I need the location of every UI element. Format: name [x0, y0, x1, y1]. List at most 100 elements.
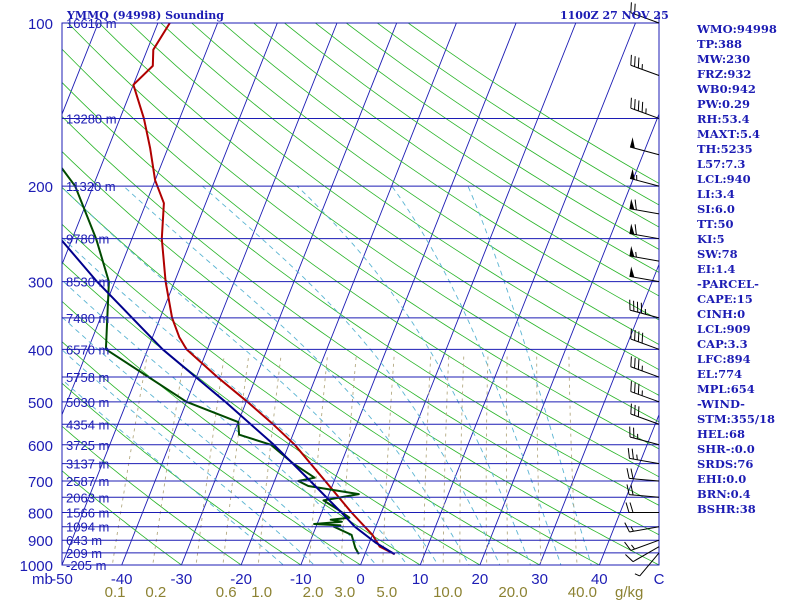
- mixing-ratio-line: [536, 355, 542, 565]
- wind-barb-shaft: [629, 436, 660, 446]
- wind-barb-half: [631, 544, 635, 550]
- wind-barb-full: [626, 468, 630, 479]
- wind-barb-shaft: [629, 457, 660, 465]
- index-item: CAPE:15: [697, 292, 753, 306]
- index-item: KI:5: [697, 232, 725, 246]
- wind-barb-full: [634, 56, 636, 67]
- wind-barb-shaft: [629, 177, 660, 187]
- wind-barb: [629, 198, 660, 215]
- wind-barb-full: [630, 403, 632, 415]
- height-level-label: 3137 m: [66, 457, 109, 472]
- isotherm-line: [180, 23, 398, 565]
- wind-barb-full: [634, 224, 637, 235]
- wind-barb: [629, 266, 660, 283]
- moist-adiabat-line: [202, 185, 501, 565]
- wind-barb-full: [627, 447, 630, 459]
- wind-barb-shaft: [629, 494, 660, 498]
- mixing-ratio-line: [485, 355, 489, 565]
- height-level-label: 4354 m: [66, 417, 109, 432]
- mixing-ratio-tick-label: 2.0: [303, 584, 324, 600]
- wind-barb-shaft: [630, 539, 660, 551]
- height-level-label: -205 m: [66, 558, 106, 573]
- wind-barb: [626, 484, 660, 498]
- isotherm-line: [479, 112, 659, 565]
- indices-panel: WMO:94998 TP:388 MW:230 FRZ:932 WB0:942 PW:0.…: [697, 22, 800, 517]
- moist-adiabat-line: [296, 185, 531, 565]
- dry-adiabat-line: [67, 23, 659, 450]
- wind-barb-shaft: [639, 552, 660, 577]
- pressure-tick-label: 600: [28, 438, 53, 455]
- height-level-label: 3725 m: [66, 438, 109, 453]
- index-item: HEL:68: [697, 427, 745, 441]
- index-item: TT:50: [697, 217, 734, 231]
- wind-barb: [630, 2, 660, 24]
- dry-adiabat-line: [315, 23, 659, 250]
- height-level-label: 11320 m: [66, 179, 116, 194]
- wind-barb-full: [624, 522, 630, 533]
- dry-adiabat-line: [62, 300, 421, 565]
- temperature-line: [132, 23, 396, 556]
- wind-barb-pennant: [630, 168, 635, 180]
- wind-barb-full: [637, 331, 640, 342]
- wind-barb-shaft: [630, 366, 660, 378]
- temperature-tick-label: 40: [591, 571, 608, 588]
- wind-barb-full: [631, 448, 634, 460]
- wind-barb-shaft: [629, 526, 660, 533]
- index-item: TH:5235: [697, 142, 753, 156]
- index-item: SHR-:0.0: [697, 442, 755, 456]
- isotherm-line: [539, 263, 659, 565]
- wind-barb-shaft: [630, 338, 660, 350]
- index-item: BRN:0.4: [697, 487, 751, 501]
- dry-adiabat-line: [253, 23, 659, 297]
- wind-barb-shaft: [629, 275, 660, 283]
- wind-barb-shaft: [630, 64, 660, 76]
- isotherm-line: [62, 23, 278, 565]
- wind-barb-shaft: [629, 477, 660, 482]
- index-item: BSHR:38: [697, 502, 756, 516]
- pressure-tick-label: 900: [28, 533, 53, 550]
- wind-barb: [630, 356, 660, 378]
- wind-barb-full: [641, 332, 644, 344]
- wind-barb-full: [634, 382, 636, 393]
- pressure-tick-label: 800: [28, 505, 53, 522]
- wind-barb-full: [634, 3, 636, 15]
- wind-barb-pennant: [629, 246, 635, 257]
- mixing-ratio-line: [340, 355, 357, 565]
- wind-barb-full: [637, 383, 640, 395]
- wind-barb-full: [630, 484, 634, 496]
- wind-barb: [625, 502, 659, 513]
- temperature-tick-label: -40: [111, 571, 133, 588]
- wind-barb-shaft: [630, 413, 660, 425]
- wind-barb: [629, 137, 660, 156]
- time-label: 1100Z 27 NOV 25: [560, 9, 669, 22]
- dry-adiabat-line: [62, 341, 362, 565]
- index-item: LI:3.4: [697, 187, 735, 201]
- isotherm-line: [240, 23, 457, 565]
- wind-barb: [629, 223, 660, 240]
- mixing-ratio-line: [195, 355, 225, 565]
- wind-barb-full: [634, 404, 636, 416]
- index-item: STM:355/18: [697, 412, 776, 426]
- dry-adiabat-line: [62, 115, 659, 536]
- dry-adiabat-line: [62, 150, 659, 565]
- wind-barb-full: [624, 541, 632, 551]
- wind-barb-full: [637, 359, 640, 370]
- height-level-label: 2587 m: [66, 474, 109, 489]
- index-item: WB0:942: [697, 82, 756, 96]
- wind-barb-full: [625, 502, 630, 513]
- dewpoint-line: [62, 166, 360, 555]
- dry-adiabat-line: [62, 425, 242, 565]
- index-item: EI:1.4: [697, 262, 736, 276]
- mixing-ratio-line: [422, 355, 432, 565]
- mixing-ratio-line: [111, 355, 148, 565]
- pressure-tick-label: 300: [28, 275, 53, 292]
- isotherm-line: [360, 23, 577, 565]
- wind-barb-full: [634, 357, 636, 369]
- wind-barb-half: [635, 251, 637, 258]
- wind-barb: [624, 522, 660, 533]
- height-level-label: 209 m: [66, 546, 102, 561]
- wind-barb-full: [629, 502, 634, 513]
- wind-barb: [629, 299, 660, 319]
- wind-barb-pennant: [630, 137, 635, 149]
- index-item: SW:78: [697, 247, 738, 261]
